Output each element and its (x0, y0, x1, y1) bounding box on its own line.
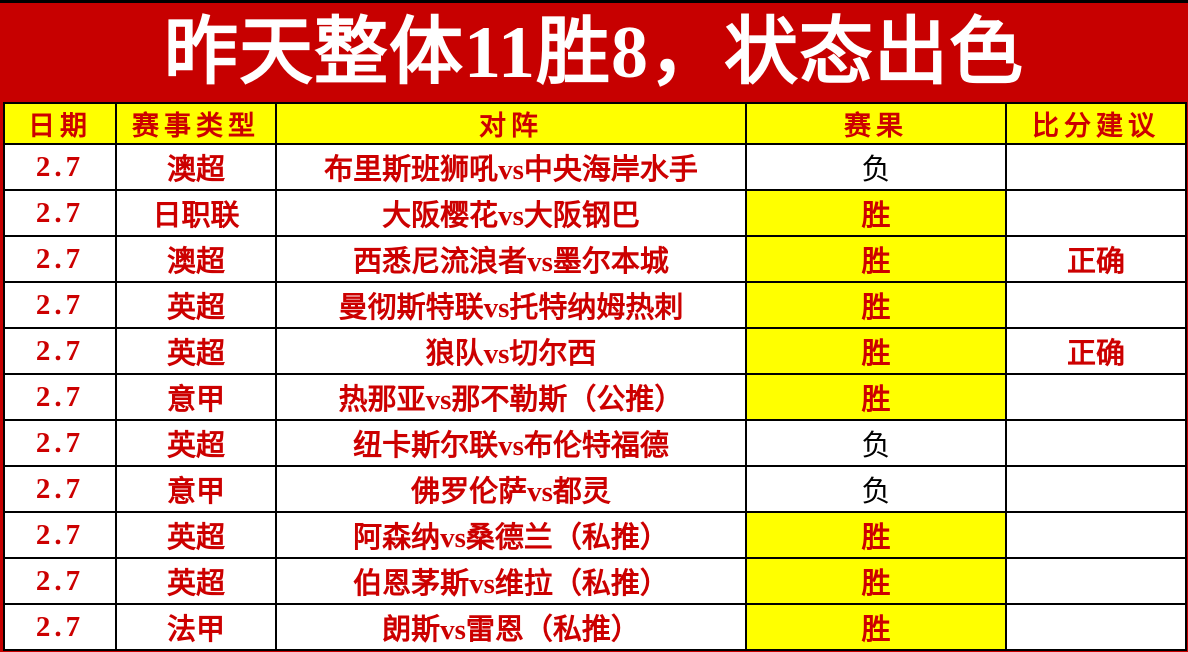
league-cell: 英超 (115, 327, 277, 375)
date-cell: 2.7 (3, 603, 117, 651)
league-cell: 澳超 (115, 235, 277, 283)
result-cell: 胜 (745, 511, 1007, 559)
result-cell: 胜 (745, 235, 1007, 283)
result-cell: 负 (745, 465, 1007, 513)
match-cell: 布里斯班狮吼vs中央海岸水手 (275, 143, 747, 191)
match-cell: 曼彻斯特联vs托特纳姆热刺 (275, 281, 747, 329)
table-row: 2.7 英超 伯恩茅斯vs维拉（私推） 胜 (3, 557, 1187, 605)
match-cell: 伯恩茅斯vs维拉（私推） (275, 557, 747, 605)
league-cell: 英超 (115, 511, 277, 559)
result-cell: 胜 (745, 281, 1007, 329)
result-cell: 负 (745, 419, 1007, 467)
date-cell: 2.7 (3, 373, 117, 421)
table-header-row: 日期 赛事类型 对阵 赛果 比分建议 (3, 102, 1187, 145)
table-row: 2.7 英超 曼彻斯特联vs托特纳姆热刺 胜 (3, 281, 1187, 329)
match-cell: 狼队vs切尔西 (275, 327, 747, 375)
match-cell: 朗斯vs雷恩（私推） (275, 603, 747, 651)
date-cell: 2.7 (3, 511, 117, 559)
match-cell: 纽卡斯尔联vs布伦特福德 (275, 419, 747, 467)
league-cell: 意甲 (115, 465, 277, 513)
match-cell: 佛罗伦萨vs都灵 (275, 465, 747, 513)
table-row: 2.7 意甲 佛罗伦萨vs都灵 负 (3, 465, 1187, 513)
match-cell: 西悉尼流浪者vs墨尔本城 (275, 235, 747, 283)
match-cell: 阿森纳vs桑德兰（私推） (275, 511, 747, 559)
advice-cell (1005, 189, 1187, 237)
banner: 昨天整体11胜8，状态出色 (0, 3, 1188, 102)
column-header-result: 赛果 (745, 102, 1007, 145)
league-cell: 法甲 (115, 603, 277, 651)
table-row: 2.7 英超 狼队vs切尔西 胜 正确 (3, 327, 1187, 375)
match-cell: 大阪樱花vs大阪钢巴 (275, 189, 747, 237)
advice-cell: 正确 (1005, 327, 1187, 375)
advice-cell (1005, 143, 1187, 191)
result-cell: 胜 (745, 603, 1007, 651)
league-cell: 英超 (115, 557, 277, 605)
league-cell: 英超 (115, 419, 277, 467)
league-cell: 英超 (115, 281, 277, 329)
table-row: 2.7 英超 纽卡斯尔联vs布伦特福德 负 (3, 419, 1187, 467)
table-row: 2.7 澳超 西悉尼流浪者vs墨尔本城 胜 正确 (3, 235, 1187, 283)
date-cell: 2.7 (3, 143, 117, 191)
date-cell: 2.7 (3, 235, 117, 283)
top-border-line (0, 0, 1188, 3)
date-cell: 2.7 (3, 465, 117, 513)
advice-cell (1005, 557, 1187, 605)
advice-cell (1005, 419, 1187, 467)
table-row: 2.7 意甲 热那亚vs那不勒斯（公推） 胜 (3, 373, 1187, 421)
date-cell: 2.7 (3, 327, 117, 375)
result-cell: 胜 (745, 189, 1007, 237)
date-cell: 2.7 (3, 189, 117, 237)
match-cell: 热那亚vs那不勒斯（公推） (275, 373, 747, 421)
advice-cell (1005, 511, 1187, 559)
advice-cell: 正确 (1005, 235, 1187, 283)
results-table: 日期 赛事类型 对阵 赛果 比分建议 2.7 澳超 布里斯班狮吼vs中央海岸水手… (3, 102, 1187, 651)
date-cell: 2.7 (3, 281, 117, 329)
result-cell: 负 (745, 143, 1007, 191)
date-cell: 2.7 (3, 557, 117, 605)
advice-cell (1005, 465, 1187, 513)
date-cell: 2.7 (3, 419, 117, 467)
result-cell: 胜 (745, 327, 1007, 375)
advice-cell (1005, 281, 1187, 329)
result-cell: 胜 (745, 373, 1007, 421)
column-header-advice: 比分建议 (1005, 102, 1187, 145)
table-row: 2.7 法甲 朗斯vs雷恩（私推） 胜 (3, 603, 1187, 651)
league-cell: 澳超 (115, 143, 277, 191)
banner-title: 昨天整体11胜8，状态出色 (164, 11, 1024, 94)
table-row: 2.7 澳超 布里斯班狮吼vs中央海岸水手 负 (3, 143, 1187, 191)
league-cell: 意甲 (115, 373, 277, 421)
league-cell: 日职联 (115, 189, 277, 237)
advice-cell (1005, 373, 1187, 421)
table-row: 2.7 日职联 大阪樱花vs大阪钢巴 胜 (3, 189, 1187, 237)
column-header-league: 赛事类型 (115, 102, 277, 145)
column-header-date: 日期 (3, 102, 117, 145)
table-row: 2.7 英超 阿森纳vs桑德兰（私推） 胜 (3, 511, 1187, 559)
column-header-match: 对阵 (275, 102, 747, 145)
advice-cell (1005, 603, 1187, 651)
result-cell: 胜 (745, 557, 1007, 605)
